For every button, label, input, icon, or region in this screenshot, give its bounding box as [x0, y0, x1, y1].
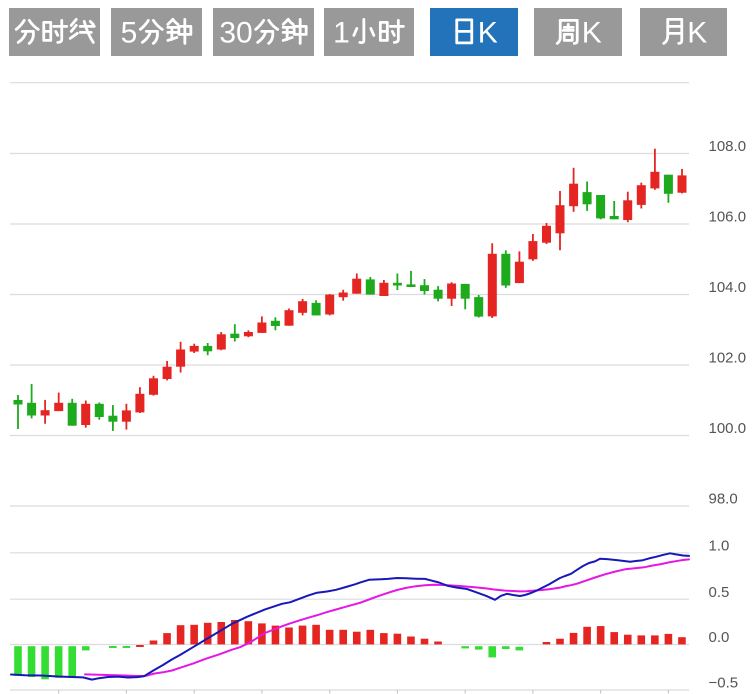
svg-text:1: 1: [333, 17, 350, 50]
svg-text:104.0: 104.0: [709, 279, 747, 296]
svg-text:5: 5: [121, 17, 138, 50]
svg-text:1.0: 1.0: [709, 537, 730, 554]
svg-text:0.5: 0.5: [709, 584, 730, 601]
svg-text:3: 3: [219, 17, 236, 50]
svg-text:0: 0: [236, 17, 253, 50]
svg-text:102.0: 102.0: [709, 350, 747, 367]
svg-text:0.0: 0.0: [709, 629, 730, 646]
svg-text:100.0: 100.0: [709, 420, 747, 437]
svg-text:98.0: 98.0: [709, 491, 738, 508]
svg-text:106.0: 106.0: [709, 209, 747, 226]
svg-text:108.0: 108.0: [709, 138, 747, 155]
svg-text:K: K: [687, 17, 707, 50]
svg-text:K: K: [478, 17, 498, 50]
svg-text:K: K: [582, 17, 602, 50]
svg-text:−0.5: −0.5: [709, 675, 739, 692]
